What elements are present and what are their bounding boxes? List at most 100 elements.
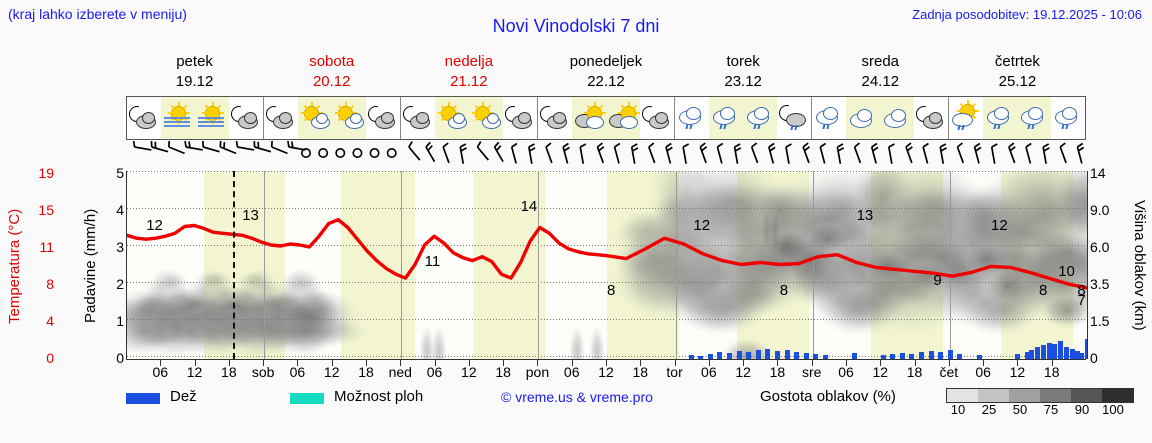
axis-tick: 0 [116,350,124,366]
sun-ray [602,112,606,114]
sun-cloud-icon [332,102,366,134]
wind-barb [853,142,862,164]
sun-ray [438,112,442,114]
wind-barb [733,143,742,164]
forecast-plot-area: 12131114812813912810786 [126,171,1088,359]
cloud-part [453,113,465,124]
copyright-link[interactable]: © vreme.us & vreme.pro [501,389,653,405]
icon-slot [332,97,366,139]
cloud-density-field [127,171,1087,359]
wind-barb [132,140,152,151]
wind-barb [648,142,656,164]
rain-drop [826,124,830,129]
rain-drop [1027,124,1031,129]
sun-ray [967,100,969,104]
moon-cloud-icon [401,102,435,134]
icon-slot [880,97,914,139]
precipitation-bar [1040,345,1046,359]
icon-slot [366,97,400,139]
wind-barb [1059,142,1067,164]
rain-drop [723,124,727,129]
day-separator-line [812,171,814,359]
moon-icon [540,106,550,122]
sun-ray [316,104,321,109]
temperature-label: 14 [520,197,538,215]
sun-ray [212,102,214,106]
cloud-density-value: 10 [950,402,966,417]
cloud-part [686,107,701,120]
temperature-label: 6 [1087,302,1088,319]
wind-barb [630,143,639,164]
cloud-rain-icon [709,102,743,134]
day-header-0: petek 19.12 [126,52,263,94]
x-axis-label: 06 [838,364,854,380]
x-axis-tick [537,360,539,366]
day-header-6: četrtek 25.12 [949,52,1086,94]
cloud-part [381,112,394,124]
axis-tick: 14 [1090,165,1106,181]
temperature-label: 12 [693,217,711,235]
cloud-height-axis-title: Višina oblakov (km) [1131,199,1148,331]
x-axis-label: 12 [872,364,889,380]
moon-cloud-icon [264,102,298,134]
x-axis-tick [914,360,916,366]
cloud-part [620,116,638,129]
x-axis-label: 18 [221,364,237,380]
x-axis-tick [366,360,367,366]
icon-day-6 [949,97,1085,139]
precipitation-axis-title: Padavine (mm/h) [82,208,99,324]
icon-day-0 [127,97,264,139]
precipitation-bar [1058,341,1064,359]
wind-barb [888,143,895,164]
x-axis-tick [674,360,676,366]
x-axis-label: 18 [769,364,786,380]
wind-barb [408,141,421,161]
cloud-part [586,116,604,129]
moon-icon [779,105,789,121]
sun-ray [202,112,206,114]
day-date: 24.12 [861,73,900,90]
icon-day-5 [812,97,949,139]
wind-barb [459,143,467,164]
x-axis-label: tor [666,364,683,380]
icon-slot [161,97,195,139]
icon-day-3 [538,97,675,139]
icon-slot [435,97,469,139]
icon-slot [914,97,948,139]
icon-slot [229,97,263,139]
wind-barb-row [126,140,1086,171]
wind-barb [682,143,690,164]
x-axis-label: sob [251,364,275,380]
wind-barb [613,142,621,164]
cloud-density-swatch [1102,389,1133,402]
cloud-rain-icon [675,102,709,134]
cloud-sun-icon [606,102,640,134]
x-axis-tick [468,360,470,366]
day-header-4: torek 23.12 [675,52,812,94]
x-axis-line [126,359,1086,368]
wind-barb [699,142,708,164]
icon-slot [675,97,709,139]
rain-drop [961,125,965,130]
sun-ray [586,104,591,109]
temperature-label: 10 [1058,262,1075,280]
horizontal-gridline [127,171,1087,172]
icon-day-1 [264,97,401,139]
moon-cloud-rain-icon [777,102,811,134]
wind-barb [562,142,570,164]
day-date: 25.12 [998,73,1037,90]
moon-cloud-icon [914,102,948,134]
x-axis-tick [331,360,333,366]
sun-mist-icon [195,102,229,134]
temperature-label: 8 [607,282,616,300]
x-axis-tick [846,360,847,366]
x-axis-tick [194,360,196,366]
icon-slot [606,97,640,139]
cloud-sun-rain-icon [949,100,983,134]
precipitation-bar [938,352,944,359]
temperature-label: 13 [242,207,259,225]
precipitation-bar [1079,353,1085,359]
sun-ray [183,104,188,109]
precipitation-bar [1046,343,1052,359]
cloud-part [720,107,735,120]
